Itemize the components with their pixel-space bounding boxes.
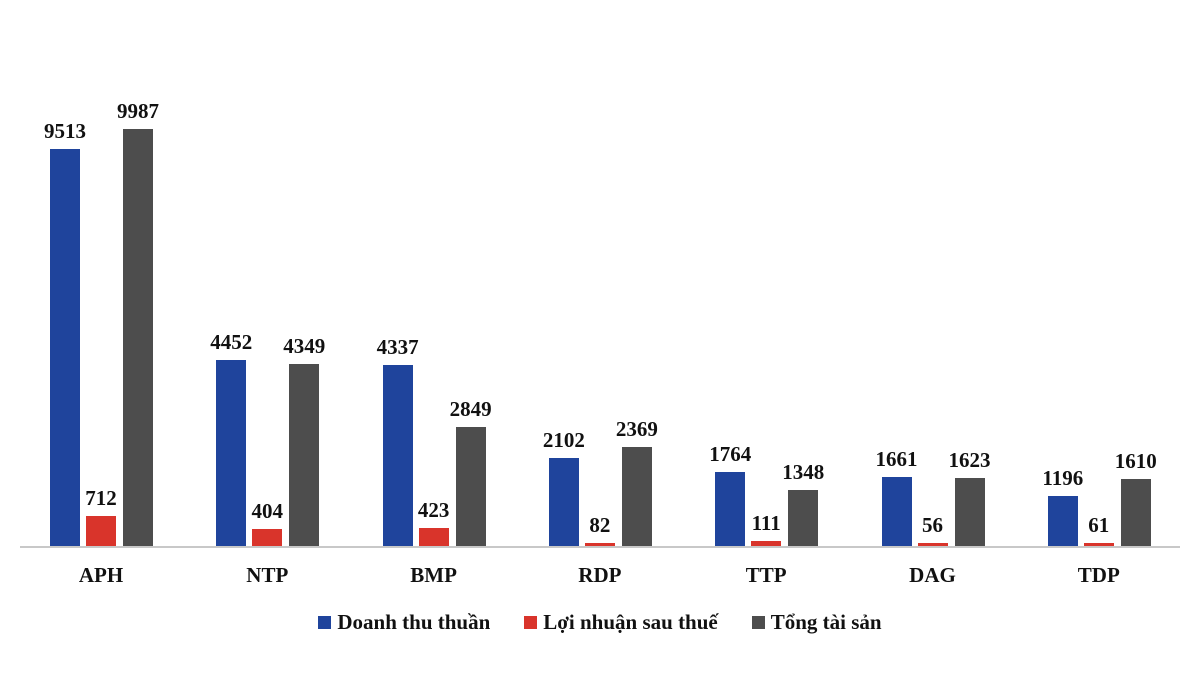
bar-aph-0 bbox=[50, 148, 80, 546]
data-label: 404 bbox=[251, 499, 284, 524]
category-label: APH bbox=[78, 563, 124, 587]
data-label: 111 bbox=[751, 511, 781, 536]
data-label: 4337 bbox=[376, 334, 419, 359]
data-label: 1196 bbox=[1042, 466, 1084, 491]
category-label: NTP bbox=[246, 563, 289, 587]
bar-bmp-0 bbox=[382, 364, 413, 546]
data-label: 712 bbox=[85, 486, 117, 511]
legend-label: Lợi nhuận sau thuế bbox=[543, 610, 718, 634]
bar-dag-2 bbox=[954, 478, 985, 546]
legend-item-tong-tai-san: Tổng tài sản bbox=[751, 610, 882, 635]
legend-swatch-red bbox=[524, 616, 538, 629]
category-label: RDP bbox=[578, 563, 622, 587]
category-label: TTP bbox=[745, 563, 787, 587]
bar-ttp-0 bbox=[715, 472, 746, 546]
data-label: 9513 bbox=[44, 118, 86, 143]
bar-tdp-2 bbox=[1120, 478, 1151, 546]
legend-label: Doanh thu thuần bbox=[337, 610, 491, 634]
bar-ttp-1 bbox=[751, 541, 782, 546]
bar-aph-2 bbox=[123, 129, 153, 546]
data-label: 1610 bbox=[1114, 448, 1157, 473]
data-label: 1764 bbox=[709, 442, 752, 467]
category-label: BMP bbox=[410, 563, 457, 587]
data-label: 423 bbox=[417, 498, 450, 523]
category-label: TDP bbox=[1077, 563, 1120, 587]
bar-bmp-1 bbox=[418, 528, 449, 546]
data-label: 1661 bbox=[875, 446, 918, 471]
legend-label: Tổng tài sản bbox=[770, 610, 882, 634]
data-label: 4452 bbox=[210, 330, 253, 355]
legend-swatch-blue bbox=[318, 616, 332, 629]
legend-swatch-gray bbox=[751, 616, 765, 629]
legend-item-loi-nhuan: Lợi nhuận sau thuế bbox=[524, 610, 718, 635]
legend: Doanh thu thuần Lợi nhuận sau thuế Tổng … bbox=[0, 610, 1200, 635]
bar-bmp-2 bbox=[455, 427, 486, 546]
bar-tdp-0 bbox=[1047, 496, 1078, 546]
bar-rdp-2 bbox=[621, 447, 652, 546]
bar-rdp-0 bbox=[548, 458, 579, 546]
data-label: 9987 bbox=[117, 99, 159, 123]
bar-dag-0 bbox=[881, 476, 912, 546]
bar-dag-1 bbox=[917, 543, 948, 546]
x-axis-line bbox=[20, 546, 1180, 548]
legend-item-doanh-thu: Doanh thu thuần bbox=[318, 610, 490, 635]
bar-ntp-1 bbox=[252, 529, 283, 546]
data-label: 56 bbox=[922, 513, 943, 537]
data-label: 2102 bbox=[542, 428, 585, 453]
bar-ntp-2 bbox=[289, 364, 320, 546]
data-label: 4349 bbox=[283, 334, 326, 359]
category-label: DAG bbox=[909, 563, 956, 587]
data-label: 1348 bbox=[782, 459, 825, 484]
bar-tdp-1 bbox=[1083, 543, 1114, 546]
data-label: 1623 bbox=[948, 448, 991, 473]
data-label: 2369 bbox=[615, 417, 658, 442]
data-label: 2849 bbox=[449, 397, 492, 422]
bar-ntp-0 bbox=[216, 360, 247, 546]
bar-ttp-2 bbox=[788, 489, 819, 546]
data-label: 82 bbox=[589, 512, 611, 537]
bar-rdp-1 bbox=[584, 542, 615, 546]
data-label: 61 bbox=[1088, 513, 1110, 537]
bar-aph-1 bbox=[86, 516, 116, 546]
